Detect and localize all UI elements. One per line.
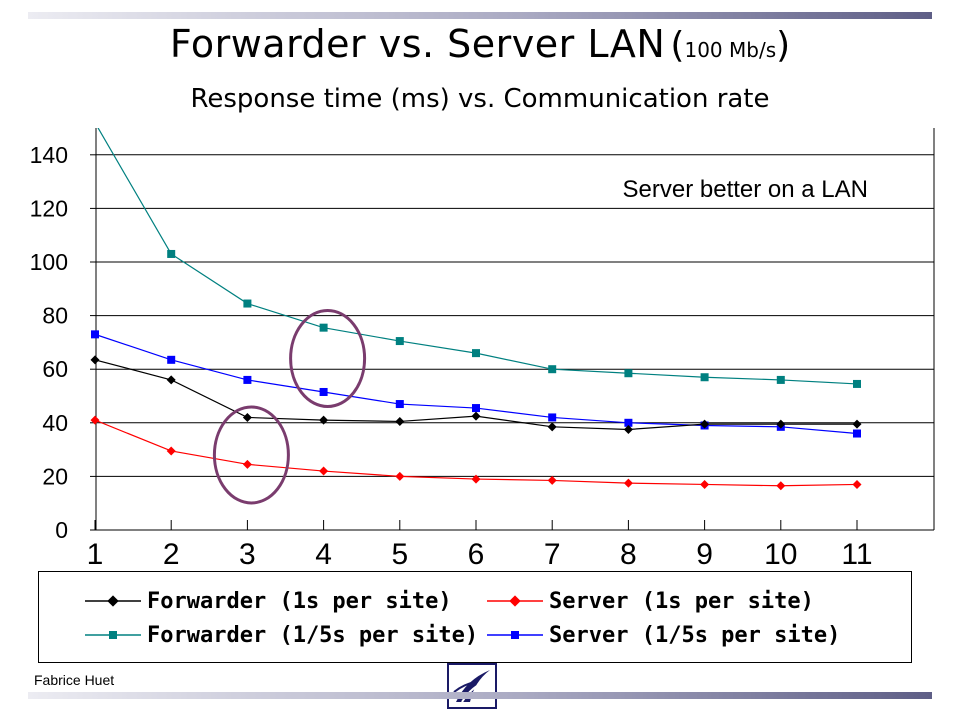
data-point	[776, 375, 785, 384]
data-point	[242, 459, 252, 469]
legend-swatch-marker	[107, 595, 119, 607]
data-point	[91, 330, 99, 339]
data-point	[852, 419, 862, 429]
x-tick-label: 2	[163, 538, 180, 570]
legend-swatch-marker	[511, 631, 519, 639]
data-point	[700, 373, 709, 382]
data-point	[700, 479, 710, 489]
data-point	[624, 369, 633, 378]
data-point	[853, 379, 861, 388]
data-point	[471, 411, 481, 421]
legend-swatch-marker	[109, 631, 117, 639]
chart-legend: Forwarder (1s per site) Server (1s per s…	[38, 571, 912, 663]
x-tick-label: 6	[468, 538, 485, 570]
data-point	[319, 466, 329, 476]
y-tick-label: 20	[42, 463, 68, 489]
x-tick-label: 5	[391, 538, 408, 570]
legend-item-forwarder-1s: Forwarder (1s per site)	[83, 586, 452, 616]
x-tick-label: 11	[841, 538, 872, 570]
x-tick-label: 9	[696, 538, 713, 570]
x-tick-label: 7	[544, 538, 561, 570]
series-line	[97, 128, 858, 385]
data-point	[167, 249, 176, 258]
data-point	[852, 479, 862, 489]
legend-swatch-marker	[509, 595, 521, 607]
data-point	[395, 400, 404, 409]
title-main: Forwarder vs. Server LAN	[169, 22, 666, 66]
legend-item-forwarder-1-5s: Forwarder (1/5s per site)	[83, 620, 478, 650]
x-tick-label: 10	[764, 538, 797, 570]
y-tick-label: 0	[55, 517, 68, 543]
legend-swatch-forwarder-1s	[85, 595, 141, 607]
title-small: 100 Mb/s	[684, 38, 777, 62]
line-chart: 0 20 40 60 80 100 120 140 1 2 3 4 5 6 7 8 9 10 11 Server be…	[30, 128, 935, 570]
data-point	[319, 415, 329, 425]
x-tick-label: 3	[239, 538, 256, 570]
legend-swatch-server-1-5s	[487, 631, 543, 639]
data-point	[700, 419, 710, 429]
legend-swatch-forwarder-1-5s	[85, 631, 141, 639]
author-name: Fabrice Huet	[34, 672, 115, 688]
data-point	[623, 425, 633, 434]
legend-label-server-1-5s: Server (1/5s per site)	[549, 622, 841, 648]
data-point	[90, 355, 100, 365]
highlight-ellipse	[212, 405, 290, 505]
data-point	[395, 337, 404, 346]
x-tick-label: 1	[87, 538, 104, 570]
data-point	[166, 446, 176, 456]
legend-label-forwarder-1-5s: Forwarder (1/5s per site)	[147, 622, 479, 648]
data-point	[853, 429, 861, 438]
data-point	[243, 299, 252, 308]
data-point	[395, 471, 405, 481]
x-tick-label: 4	[315, 538, 332, 570]
y-tick-label: 40	[42, 410, 68, 436]
data-point	[548, 413, 557, 422]
data-point	[548, 365, 557, 374]
chart-annotation: Server better on a LAN	[623, 176, 868, 203]
institution-logo-icon	[447, 663, 497, 709]
data-point	[90, 415, 100, 425]
data-point	[319, 323, 328, 332]
data-point	[166, 375, 176, 385]
bottom-decorative-bar	[28, 692, 932, 699]
legend-label-forwarder-1s: Forwarder (1s per site)	[147, 588, 452, 614]
y-tick-label: 80	[42, 303, 68, 329]
data-point	[319, 387, 328, 396]
slide-title: Forwarder vs. Server LAN (100 Mb/s)	[0, 22, 960, 66]
y-tick-label: 100	[30, 249, 68, 275]
legend-item-server-1-5s: Server (1/5s per site)	[485, 620, 840, 650]
title-open-paren: (	[670, 25, 685, 66]
title-close-paren: )	[776, 25, 791, 66]
data-point	[472, 404, 480, 413]
legend-item-server-1s: Server (1s per site)	[485, 586, 814, 616]
highlight-ellipse	[289, 308, 367, 408]
data-point	[624, 418, 633, 427]
data-point	[547, 422, 557, 432]
legend-swatch-server-1s	[487, 595, 543, 607]
data-point	[623, 478, 633, 488]
y-tick-label: 60	[42, 356, 68, 382]
y-tick-label: 140	[30, 142, 68, 168]
data-point	[243, 375, 252, 384]
data-point	[776, 419, 786, 429]
data-point	[547, 475, 557, 485]
data-point	[472, 349, 480, 358]
data-point	[776, 481, 786, 491]
x-tick-label: 8	[620, 538, 637, 570]
top-decorative-bar	[28, 12, 932, 19]
y-tick-label: 120	[30, 195, 68, 221]
legend-label-server-1s: Server (1s per site)	[549, 588, 814, 614]
data-point	[167, 355, 176, 364]
data-point	[395, 416, 405, 426]
data-point	[242, 412, 252, 422]
slide-subtitle: Response time (ms) vs. Communication rat…	[190, 84, 770, 114]
data-point	[471, 474, 481, 484]
